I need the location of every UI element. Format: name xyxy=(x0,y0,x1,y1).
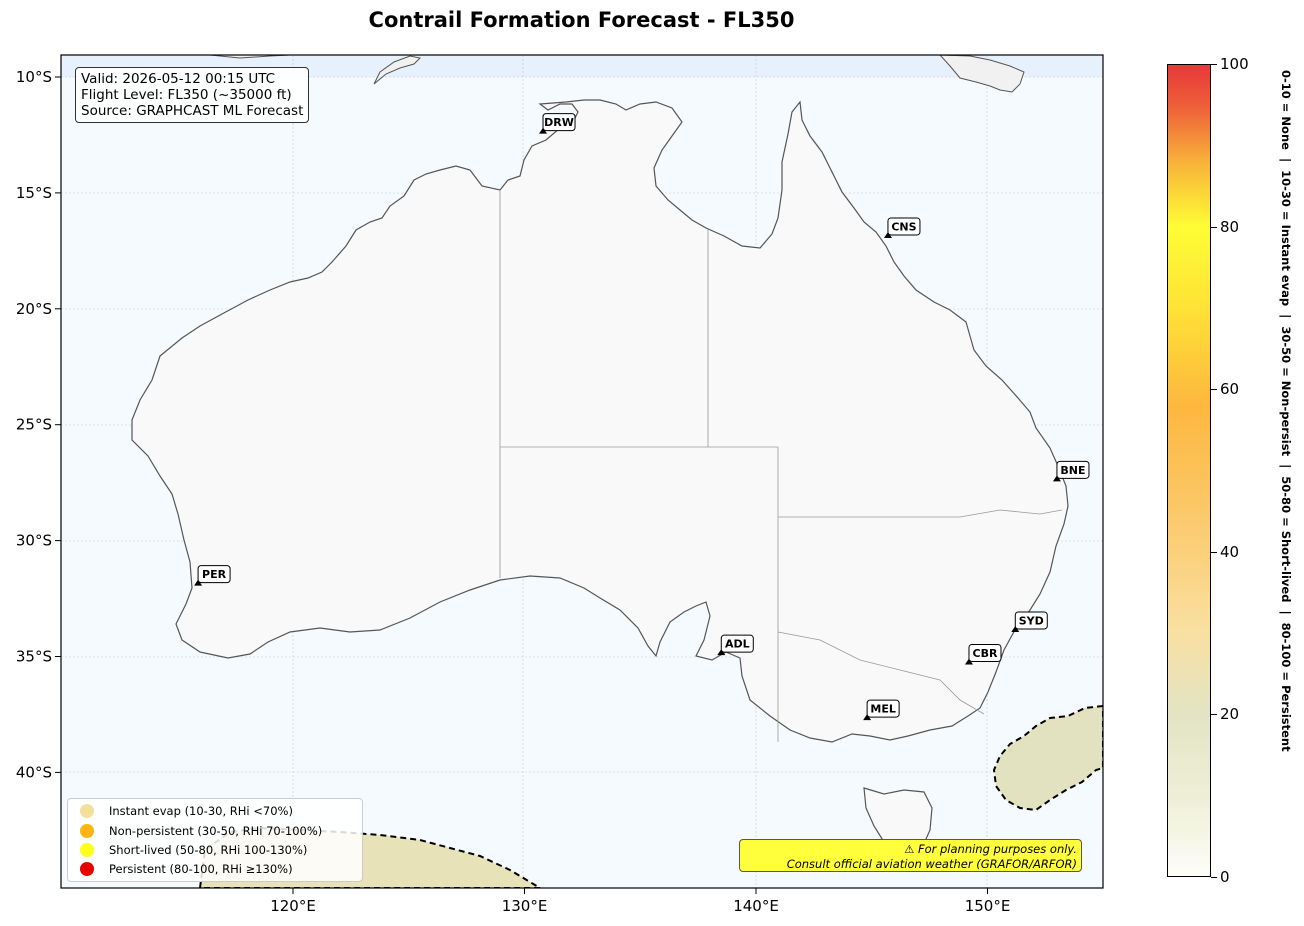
colorbar-tick-label: 60 xyxy=(1220,380,1240,399)
lat-tick-label: 10°S xyxy=(16,68,52,86)
airport-marker-icon xyxy=(883,231,892,238)
colorbar-title-wrap: 0-10 = None | 10-30 = Instant evap | 30-… xyxy=(1272,70,1300,868)
airport-marker-icon xyxy=(1011,626,1020,633)
airport-marker-icon xyxy=(863,714,872,721)
colorbar-tick-label: 0 xyxy=(1220,868,1230,886)
legend: Instant evap (10-30, RHi <70%) Non-persi… xyxy=(67,798,363,882)
legend-label: Short-lived (50-80, RHi 100-130%) xyxy=(109,843,308,857)
legend-marker-icon xyxy=(80,862,94,876)
airport-code-label: CBR xyxy=(973,647,998,660)
north-island-fragment xyxy=(209,55,291,59)
airport-marker-icon xyxy=(964,658,973,665)
colorbar-tick-mark xyxy=(1211,226,1217,228)
airport-markers: DRW CNS BNE PER ADL SYD CBR MEL xyxy=(194,113,1090,721)
longitude-axis: 120°E 130°E 140°E 150°E xyxy=(270,888,1010,915)
colorbar-tick-mark xyxy=(1211,877,1217,878)
colorbar-tick-label: 100 xyxy=(1220,55,1249,73)
airport-marker-icon xyxy=(717,649,726,656)
legend-item-persistent: Persistent (80-100, RHi ≥130%) xyxy=(80,860,293,878)
airport-marker-icon xyxy=(539,127,548,134)
airport-code-label: SYD xyxy=(1019,615,1044,628)
airport-label-box xyxy=(1056,460,1090,479)
lon-tick-label: 120°E xyxy=(270,897,316,915)
airport-code-label: MEL xyxy=(870,703,895,716)
airport-label-box xyxy=(1014,611,1048,630)
airport-label-box xyxy=(720,634,754,653)
legend-label: Instant evap (10-30, RHi <70%) xyxy=(109,804,293,818)
legend-marker-icon xyxy=(80,843,94,857)
new-guinea-landmass xyxy=(939,55,1025,93)
airport-code-label: CNS xyxy=(891,220,916,233)
legend-marker-icon xyxy=(80,804,94,818)
airport-adl[interactable]: ADL xyxy=(717,634,754,656)
airport-drw[interactable]: DRW xyxy=(539,113,576,134)
lat-tick-label: 25°S xyxy=(16,416,52,434)
legend-item-instant-evap: Instant evap (10-30, RHi <70%) xyxy=(80,802,293,820)
lon-tick-label: 150°E xyxy=(965,897,1011,915)
airport-label-box xyxy=(968,643,1002,662)
airport-cns[interactable]: CNS xyxy=(883,217,921,238)
airport-label-box xyxy=(887,217,921,236)
colorbar-tick-label: 40 xyxy=(1220,542,1240,561)
airport-code-label: BNE xyxy=(1060,464,1085,477)
airport-code-label: DRW xyxy=(544,116,574,129)
lat-tick-label: 40°S xyxy=(16,763,52,781)
airport-mel[interactable]: MEL xyxy=(863,699,900,721)
lon-tick-label: 130°E xyxy=(502,897,548,915)
legend-item-short-lived: Short-lived (50-80, RHi 100-130%) xyxy=(80,841,307,859)
info-box: Valid: 2026-05-12 00:15 UTC Flight Level… xyxy=(75,67,310,123)
airport-label-box xyxy=(542,113,576,132)
colorbar-tick-label: 20 xyxy=(1220,705,1240,724)
colorbar-tick-mark xyxy=(1211,714,1217,716)
contrail-band-north xyxy=(61,55,1103,77)
airport-label-box xyxy=(197,565,231,584)
disclaimer-line-1: ⚠ For planning purposes only. xyxy=(904,842,1077,856)
colorbar-tick-mark xyxy=(1211,551,1217,553)
flight-level: Flight Level: FL350 (~35000 ft) xyxy=(81,87,292,103)
legend-marker-icon xyxy=(80,824,94,838)
valid-time: Valid: 2026-05-12 00:15 UTC xyxy=(81,71,276,87)
airport-bne[interactable]: BNE xyxy=(1052,460,1090,482)
airport-syd[interactable]: SYD xyxy=(1011,611,1048,633)
lat-tick-label: 20°S xyxy=(16,300,52,318)
contrail-zone-new-zealand xyxy=(992,704,1103,812)
airport-label-box xyxy=(866,699,900,718)
airport-cbr[interactable]: CBR xyxy=(964,643,1002,665)
state-borders xyxy=(499,190,1063,742)
airport-marker-icon xyxy=(1052,475,1061,482)
data-source: Source: GRAPHCAST ML Forecast xyxy=(81,103,304,119)
map-frame xyxy=(60,54,1104,889)
latitude-axis: 10°S 15°S 20°S 25°S 30°S 35°S 40°S xyxy=(16,68,61,781)
airport-code-label: ADL xyxy=(725,638,750,651)
page-title: Contrail Formation Forecast - FL350 xyxy=(368,8,795,32)
australia-landmass xyxy=(131,99,1069,743)
airport-marker-icon xyxy=(194,579,203,586)
airport-code-label: PER xyxy=(202,568,227,581)
timor-landmass xyxy=(373,55,422,85)
colorbar xyxy=(1167,64,1211,877)
disclaimer-line-2: Consult official aviation weather (GRAFO… xyxy=(786,857,1077,871)
lat-tick-label: 35°S xyxy=(16,648,52,666)
disclaimer-box: ⚠ For planning purposes only. Consult of… xyxy=(739,839,1082,872)
legend-label: Non-persistent (30-50, RHi 70-100%) xyxy=(109,824,323,838)
colorbar-tick-label: 80 xyxy=(1220,217,1240,236)
colorbar-tick-mark xyxy=(1211,64,1217,65)
lat-tick-label: 15°S xyxy=(16,184,52,202)
legend-label: Persistent (80-100, RHi ≥130%) xyxy=(109,862,293,876)
airport-per[interactable]: PER xyxy=(194,565,231,586)
colorbar-title: 0-10 = None | 10-30 = Instant evap | 30-… xyxy=(1279,70,1293,752)
colorbar-tick-mark xyxy=(1211,389,1217,391)
legend-item-non-persistent: Non-persistent (30-50, RHi 70-100%) xyxy=(80,822,322,840)
lon-tick-label: 140°E xyxy=(733,897,779,915)
lat-tick-label: 30°S xyxy=(16,532,52,550)
